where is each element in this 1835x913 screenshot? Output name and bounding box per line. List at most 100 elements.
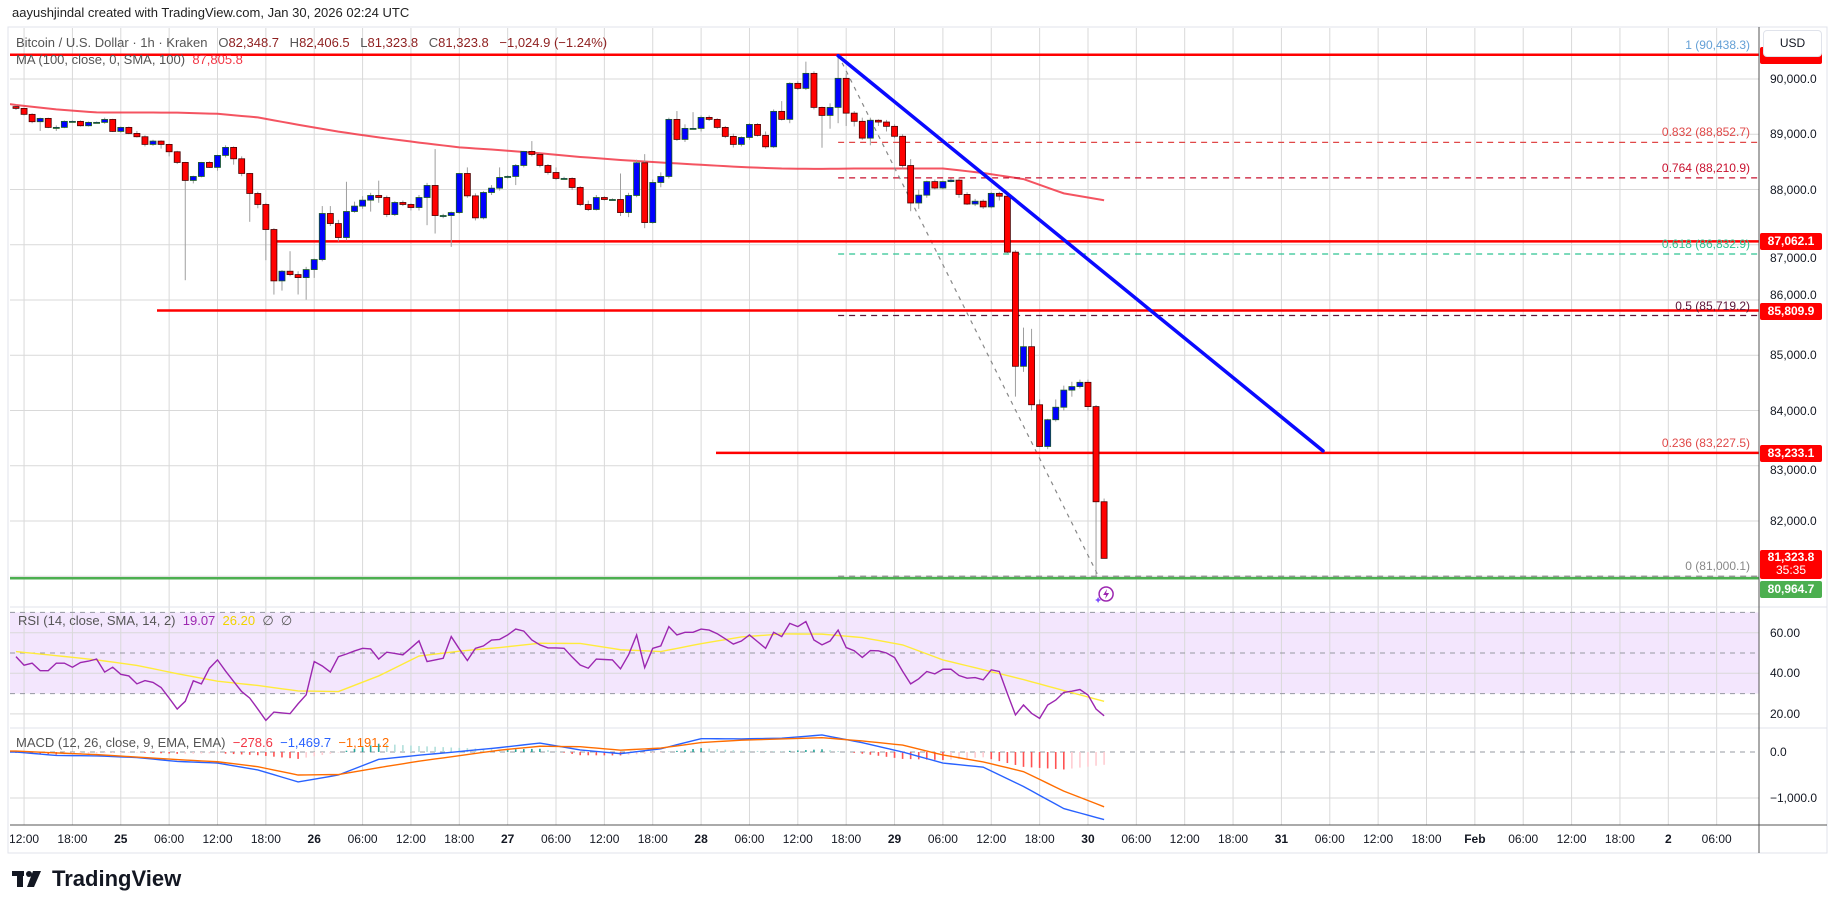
change-value: −1,024.9 (−1.24%) [499, 35, 608, 50]
time-axis-label: 06:00 [1121, 832, 1152, 846]
time-axis-label: 18:00 [1411, 832, 1442, 846]
candle-body-up [189, 176, 197, 181]
candle-body-up [214, 155, 221, 168]
candle [899, 134, 906, 169]
candle [1052, 399, 1060, 422]
candle-body-up [69, 120, 76, 123]
candle [995, 191, 1003, 201]
candle [334, 219, 342, 242]
candle [987, 192, 995, 209]
price-axis-label: 82,000.0 [1770, 514, 1817, 528]
candle [77, 120, 84, 127]
candle [665, 117, 673, 179]
candle-body-up [746, 124, 753, 138]
candle-body-down [77, 120, 84, 127]
rsi-line [15, 620, 1105, 722]
candle [1068, 381, 1076, 397]
candle [939, 180, 947, 190]
candle-body-down [383, 197, 391, 215]
candle-body-down [641, 162, 649, 223]
currency-button[interactable]: USD [1763, 30, 1822, 57]
candle [214, 154, 221, 171]
candle [85, 121, 92, 127]
candle-body-down [931, 181, 939, 189]
candle-body-down [858, 120, 866, 139]
time-axis-label: 12:00 [202, 832, 233, 846]
rsi-legend[interactable]: RSI (14, close, SMA, 14, 2) 19.07 26.20 … [18, 613, 292, 629]
candle [496, 167, 504, 191]
time-axis-label: 18:00 [1604, 832, 1635, 846]
fib-label: 0.832 (88,852.7) [1661, 125, 1750, 140]
candle [141, 135, 149, 147]
candle [520, 150, 528, 168]
candle [504, 175, 512, 179]
candle [44, 117, 52, 129]
candle-body-up [512, 165, 520, 177]
candle-body-up [520, 151, 528, 166]
candle-body-down [963, 194, 971, 205]
rsi-label: RSI (14, close, SMA, 14, 2) [18, 613, 176, 628]
last-price-tag: 81,323.8 35:35 [1760, 550, 1822, 579]
candle-body-up [439, 215, 447, 217]
candle [512, 164, 520, 186]
candle [891, 124, 898, 139]
candle-body-down [883, 121, 890, 127]
candle-body-down [20, 107, 28, 115]
macd-legend[interactable]: MACD (12, 26, close, 9, EMA, EMA) −278.6… [16, 735, 389, 750]
candle [866, 117, 874, 146]
candle [1003, 195, 1011, 254]
candle-body-up [681, 127, 689, 140]
candle [343, 181, 350, 241]
candle [222, 145, 229, 158]
candle [657, 172, 665, 188]
candle [310, 258, 318, 278]
time-axis-label: 12:00 [1363, 832, 1394, 846]
candle-body-down [238, 158, 246, 174]
candle-body-up [36, 117, 44, 123]
candle-body-down [1012, 251, 1019, 367]
candle [600, 196, 608, 201]
candle-body-up [367, 195, 375, 201]
candle [915, 189, 923, 209]
candle [109, 118, 117, 133]
price-level-tag: 87,062.1 [1760, 233, 1822, 251]
candle [1100, 498, 1108, 559]
grid [10, 28, 1759, 825]
candle-body-down [133, 133, 141, 138]
time-axis-label: 06:00 [1508, 832, 1539, 846]
time-axis[interactable]: 12:00 18:00 25 06:00 12:00 18:00 26 06:00 12:00 1… [10, 830, 1759, 850]
candle [294, 271, 302, 295]
candle-body-down [584, 204, 592, 210]
candle [697, 115, 705, 132]
candle [617, 173, 624, 217]
price-level-tag: 83,233.1 [1760, 444, 1822, 462]
candle [133, 130, 141, 138]
candle-body-down [1084, 381, 1092, 407]
candle-body-up [649, 182, 657, 223]
rsi-axis-label: 40.00 [1770, 666, 1801, 681]
candle [842, 73, 850, 126]
candle-body-down [246, 173, 254, 194]
symbol-name[interactable]: Bitcoin / U.S. Dollar · 1h · Kraken [16, 35, 208, 50]
time-axis-label: 12:00 [10, 832, 40, 846]
rsi-axis-label: 60.00 [1770, 625, 1801, 640]
tradingview-logo-icon [12, 871, 41, 887]
candle [875, 119, 882, 126]
candle-body-up [149, 140, 157, 145]
candle-body-down [125, 126, 133, 134]
candle-body-down [181, 162, 189, 181]
time-axis-label: 27 [500, 832, 515, 846]
ma-legend[interactable]: MA (100, close, 0, SMA, 100) 87,805.8 [16, 52, 243, 67]
candle [52, 125, 60, 131]
candle-body-up [1044, 419, 1052, 447]
candle [931, 179, 939, 190]
candle [568, 177, 576, 191]
candle [36, 117, 44, 131]
candle-body-up [52, 126, 60, 129]
candle [810, 71, 818, 110]
time-axis-label: 18:00 [1024, 832, 1055, 846]
time-axis-label: 06:00 [154, 832, 185, 846]
price-axis-label: 87,000.0 [1770, 251, 1817, 266]
tradingview-logo[interactable]: TradingView [12, 866, 181, 892]
